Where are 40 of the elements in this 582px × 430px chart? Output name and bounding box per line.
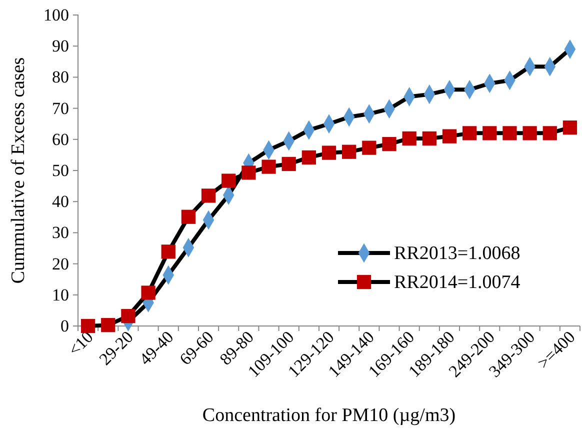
- y-tick-label: 90: [52, 36, 69, 56]
- point: [222, 174, 236, 188]
- legend-label: RR2013=1.0068: [394, 243, 520, 264]
- point: [542, 126, 557, 140]
- y-tick-label: 20: [52, 254, 69, 274]
- y-tick-label: 10: [52, 285, 69, 304]
- point: [141, 286, 156, 300]
- legend-label: RR2014=1.0074: [394, 272, 521, 293]
- point: [382, 136, 396, 152]
- point: [562, 120, 578, 135]
- point: [482, 126, 497, 140]
- point: [362, 140, 376, 155]
- y-tick-label: 40: [52, 192, 69, 212]
- y-tick-label: 30: [52, 223, 69, 242]
- point: [502, 126, 517, 140]
- y-tick-label: 60: [52, 130, 69, 149]
- point: [342, 144, 356, 159]
- point: [522, 126, 537, 140]
- point: [242, 166, 256, 180]
- y-tick-label: 0: [60, 316, 69, 336]
- point: [262, 160, 276, 174]
- point: [121, 308, 136, 324]
- point: [161, 244, 176, 259]
- y-tick-label: 70: [52, 98, 69, 118]
- point: [201, 188, 216, 203]
- y-tick-label: 80: [52, 68, 69, 87]
- y-tick-label: 100: [44, 5, 69, 24]
- point: [101, 318, 116, 332]
- point: [322, 146, 336, 160]
- y-axis-title: Cummulative of Excess cases: [8, 57, 29, 284]
- point: [442, 129, 457, 144]
- point: [282, 156, 296, 172]
- point: [80, 318, 96, 334]
- point: [302, 150, 316, 165]
- point: [422, 131, 436, 146]
- point: [402, 131, 416, 146]
- point: [462, 126, 477, 140]
- y-tick-label: 50: [52, 160, 69, 180]
- x-axis-title: Concentration for PM10 (µg/m3): [202, 405, 456, 426]
- point: [181, 210, 196, 224]
